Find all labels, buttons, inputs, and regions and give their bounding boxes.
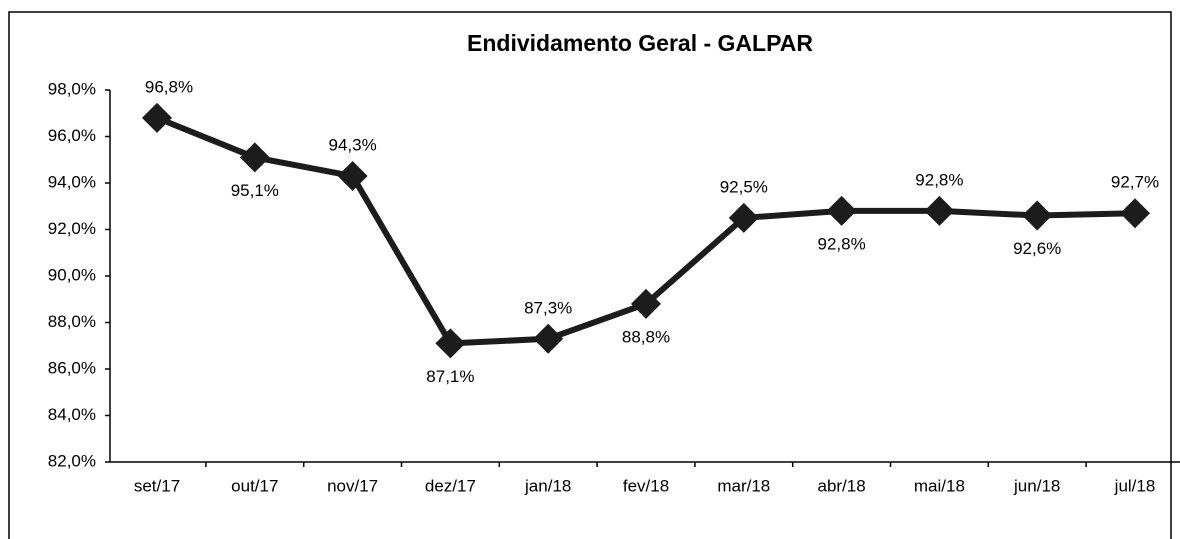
- y-tick-label: 96,0%: [48, 126, 96, 145]
- data-marker: [924, 195, 955, 226]
- x-tick-label: abr/18: [817, 476, 865, 495]
- data-label: 87,3%: [524, 298, 572, 317]
- data-marker: [1120, 198, 1150, 229]
- data-label: 88,8%: [622, 327, 670, 346]
- chart-title: Endividamento Geral - GALPAR: [467, 30, 813, 56]
- data-marker: [239, 142, 270, 173]
- x-tick-label: dez/17: [425, 476, 476, 495]
- y-tick-label: 86,0%: [48, 358, 96, 377]
- y-tick-label: 90,0%: [48, 265, 96, 284]
- data-marker: [631, 288, 661, 319]
- x-tick-label: jul/18: [1114, 476, 1156, 495]
- data-marker: [533, 323, 564, 354]
- x-tick-label: nov/17: [327, 476, 378, 495]
- data-marker: [728, 202, 759, 233]
- data-label: 92,6%: [1013, 239, 1061, 258]
- y-tick-label: 84,0%: [48, 405, 96, 424]
- x-tick-label: jun/18: [1013, 476, 1060, 495]
- y-tick-label: 92,0%: [48, 219, 96, 238]
- data-marker: [435, 328, 466, 359]
- data-label: 94,3%: [328, 136, 376, 155]
- x-tick-label: mai/18: [914, 476, 965, 495]
- x-tick-label: out/17: [231, 476, 278, 495]
- data-marker: [337, 161, 368, 192]
- chart-frame: [8, 11, 1172, 539]
- data-marker: [826, 195, 857, 226]
- data-label: 87,1%: [426, 367, 474, 386]
- data-label: 96,8%: [145, 77, 193, 96]
- data-label: 95,1%: [231, 181, 279, 200]
- y-tick-label: 82,0%: [48, 451, 96, 470]
- data-marker: [1022, 200, 1053, 231]
- y-tick-label: 98,0%: [48, 79, 96, 98]
- data-label: 92,5%: [720, 177, 768, 196]
- x-tick-label: jan/18: [524, 476, 571, 495]
- data-label: 92,8%: [817, 234, 865, 253]
- data-marker: [142, 102, 172, 133]
- data-label: 92,8%: [915, 170, 963, 189]
- data-label: 92,7%: [1111, 173, 1159, 192]
- x-tick-label: mar/18: [717, 476, 770, 495]
- x-tick-label: fev/18: [623, 476, 669, 495]
- x-tick-label: set/17: [134, 476, 180, 495]
- y-tick-label: 94,0%: [48, 172, 96, 191]
- y-tick-label: 88,0%: [48, 312, 96, 331]
